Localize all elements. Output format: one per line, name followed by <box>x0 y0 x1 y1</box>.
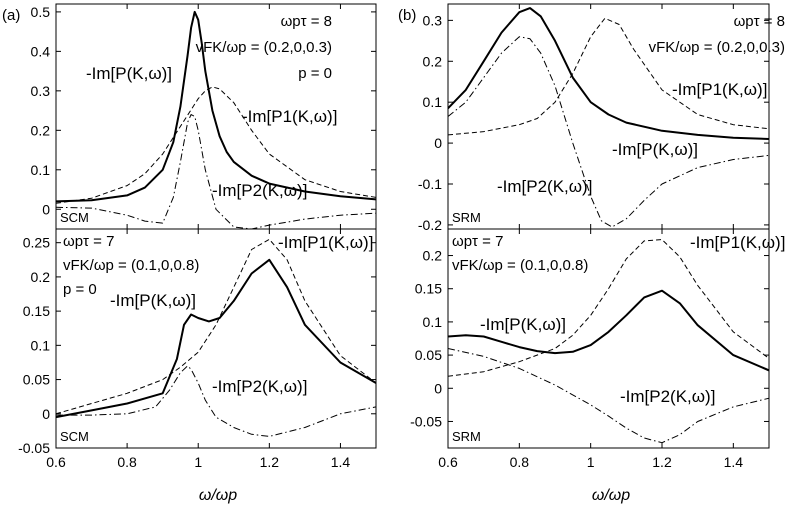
label-total-response: -Im[P(K,ω)] <box>480 315 566 334</box>
param-p: p = 0 <box>298 65 332 82</box>
y-tick-label: 0.05 <box>415 347 442 363</box>
y-tick-label: 0.15 <box>415 281 442 297</box>
label-p2-response: -Im[P2(K,ω)] <box>620 387 715 406</box>
param-omega-tau: ωpτ = 8 <box>281 13 332 30</box>
series-p2-response-line <box>56 114 376 229</box>
y-tick-label: -0.1 <box>418 176 442 192</box>
figure-label-a: (a) <box>2 7 20 24</box>
y-tick-label: -0.05 <box>18 440 50 456</box>
y-tick-label: 0.15 <box>23 303 50 319</box>
x-tick-label: 0.8 <box>510 454 530 470</box>
series-total-response-line <box>448 289 769 372</box>
series-p1-response-line <box>448 239 769 377</box>
x-tick-label: 0.6 <box>46 454 66 470</box>
param-velocity: vFK/ωp = (0.1,0,0.8) <box>63 257 199 274</box>
param-omega-tau: ωpτ = 7 <box>452 233 503 250</box>
label-p1-response: -Im[P1(K,ω)] <box>242 107 337 126</box>
x-tick-label: 1.4 <box>331 454 351 470</box>
y-tick-label: 0.5 <box>31 4 51 20</box>
y-tick-label: 0.2 <box>423 248 443 264</box>
panel-b-top: ωpτ = 8 vFK/ωp = (0.2,0,0.3) -Im[P1(K,ω)… <box>418 3 785 233</box>
y-tick-label: 0 <box>434 380 442 396</box>
series-p2-response-line <box>448 348 769 444</box>
model-tag: SCM <box>60 210 89 225</box>
y-tick-label: 0.4 <box>31 43 51 59</box>
label-total-response: -Im[P(K,ω)] <box>110 291 196 310</box>
y-tick-label: 0.3 <box>31 83 51 99</box>
y-tick-label: -0.2 <box>418 217 442 233</box>
x-tick-label: 1.2 <box>260 454 280 470</box>
label-p2-response: -Im[P2(K,ω)] <box>497 177 592 196</box>
param-velocity: vFK/ωp = (0.2,0,0.3) <box>649 39 785 56</box>
x-tick-label: 1.4 <box>724 454 744 470</box>
y-tick-label: 0.25 <box>23 235 50 251</box>
label-total-response: -Im[P(K,ω)] <box>86 64 172 83</box>
y-tick-label: 0 <box>434 135 442 151</box>
y-tick-label: 0.2 <box>31 122 51 138</box>
x-axis-title-left: ω/ωp <box>199 487 237 504</box>
plot-frame <box>55 228 377 449</box>
x-tick-label: 1 <box>587 454 595 470</box>
model-tag: SRM <box>452 210 481 225</box>
series-p1-response-line <box>448 17 769 136</box>
series-p1-response-line <box>56 86 376 204</box>
y-tick-label: 0.1 <box>423 94 443 110</box>
label-p1-response: -Im[P1(K,ω)] <box>672 80 767 99</box>
label-p2-response: -Im[P2(K,ω)] <box>212 181 307 200</box>
y-tick-label: 0.2 <box>31 269 51 285</box>
param-velocity: vFK/ωp = (0.2,0,0.3) <box>196 39 332 56</box>
param-omega-tau: ωpτ = 7 <box>63 233 114 250</box>
y-tick-label: 0.1 <box>423 314 443 330</box>
param-velocity: vFK/ωp = (0.1,0,0.8) <box>452 257 588 274</box>
series-total-response-line <box>56 10 376 203</box>
model-tag: SRM <box>452 429 481 444</box>
series-total-response-line <box>56 258 376 419</box>
panel-a-top: ωpτ = 8 vFK/ωp = (0.2,0,0.3) p = 0 -Im[P… <box>31 3 377 230</box>
series-p2-response-line <box>56 365 376 437</box>
label-total-response: -Im[P(K,ω)] <box>612 140 698 159</box>
y-tick-label: 0.1 <box>31 337 51 353</box>
x-tick-label: 1 <box>194 454 202 470</box>
series-total-response-line <box>448 7 769 140</box>
param-omega-tau: ωpτ = 8 <box>734 13 785 30</box>
label-p1-response: -Im[P1(K,ω)] <box>690 233 785 252</box>
panel-a-bottom: ωpτ = 7 vFK/ωp = (0.1,0,0.8) p = 0 -Im[P… <box>18 228 377 470</box>
x-tick-label: 0.8 <box>117 454 137 470</box>
figure-label-b: (b) <box>398 7 416 24</box>
series-p2-response-line <box>448 36 769 228</box>
label-p2-response: -Im[P2(K,ω)] <box>212 377 307 396</box>
param-p: p = 0 <box>63 281 97 298</box>
y-tick-label: 0 <box>42 201 50 217</box>
plot-frame <box>447 228 770 449</box>
x-tick-label: 1.2 <box>652 454 672 470</box>
x-tick-label: 0.6 <box>438 454 458 470</box>
x-axis-title-right: ω/ωp <box>592 487 630 504</box>
panel-b-bottom: ωpτ = 7 vFK/ωp = (0.1,0,0.8) -Im[P1(K,ω)… <box>410 228 785 470</box>
y-tick-label: 0.2 <box>423 53 443 69</box>
y-tick-label: 0.3 <box>423 12 443 28</box>
label-p1-response: -Im[P1(K,ω)] <box>278 233 373 252</box>
y-tick-label: 0.1 <box>31 162 51 178</box>
model-tag: SCM <box>60 429 89 444</box>
y-tick-label: 0 <box>42 406 50 422</box>
y-tick-label: 0.05 <box>23 372 50 388</box>
series-p1-response-line <box>56 238 376 415</box>
y-tick-label: -0.05 <box>410 413 442 429</box>
